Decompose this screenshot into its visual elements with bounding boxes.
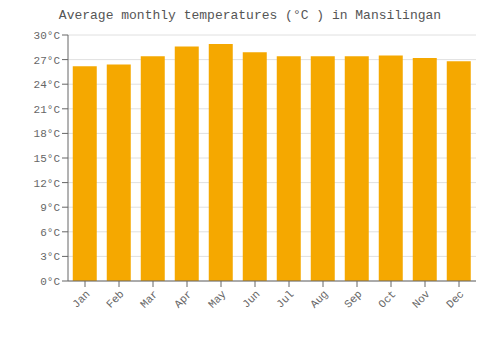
svg-text:Jan: Jan bbox=[70, 288, 92, 310]
svg-text:0°C: 0°C bbox=[40, 276, 60, 288]
svg-text:24°C: 24°C bbox=[34, 79, 61, 91]
svg-text:3°C: 3°C bbox=[40, 251, 60, 263]
svg-text:6°C: 6°C bbox=[40, 227, 60, 239]
svg-text:27°C: 27°C bbox=[34, 55, 61, 67]
svg-text:May: May bbox=[206, 288, 229, 311]
svg-text:Apr: Apr bbox=[172, 288, 194, 310]
svg-text:9°C: 9°C bbox=[40, 202, 60, 214]
svg-text:18°C: 18°C bbox=[34, 128, 61, 140]
svg-text:Aug: Aug bbox=[308, 288, 330, 310]
svg-text:21°C: 21°C bbox=[34, 104, 61, 116]
svg-text:Mar: Mar bbox=[138, 288, 160, 310]
svg-text:Feb: Feb bbox=[104, 288, 126, 310]
svg-text:15°C: 15°C bbox=[34, 153, 61, 165]
svg-text:30°C: 30°C bbox=[34, 30, 61, 42]
svg-text:Dec: Dec bbox=[444, 288, 466, 310]
svg-text:Jul: Jul bbox=[274, 288, 296, 310]
svg-text:Jun: Jun bbox=[240, 288, 262, 310]
svg-text:12°C: 12°C bbox=[34, 178, 61, 190]
html-text:Average monthly temperatures (: Average monthly temperatures (°C ) in Ma… bbox=[58, 8, 442, 23]
svg-text:Oct: Oct bbox=[376, 288, 398, 310]
svg-text:Nov: Nov bbox=[410, 288, 433, 311]
svg-text:Sep: Sep bbox=[342, 288, 364, 310]
